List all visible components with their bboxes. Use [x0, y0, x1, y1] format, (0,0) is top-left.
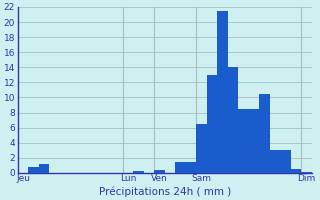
- Bar: [28, 167, 39, 173]
- Bar: [291, 169, 301, 173]
- Bar: [238, 109, 249, 173]
- Bar: [196, 124, 207, 173]
- Bar: [228, 67, 238, 173]
- Bar: [154, 170, 165, 173]
- Bar: [175, 162, 186, 173]
- Bar: [259, 94, 270, 173]
- Bar: [301, 172, 312, 173]
- Bar: [133, 171, 144, 173]
- Bar: [217, 11, 228, 173]
- Bar: [207, 75, 217, 173]
- Bar: [270, 150, 280, 173]
- Bar: [249, 109, 259, 173]
- Bar: [280, 150, 291, 173]
- Bar: [186, 162, 196, 173]
- Bar: [39, 164, 49, 173]
- X-axis label: Précipitations 24h ( mm ): Précipitations 24h ( mm ): [99, 186, 231, 197]
